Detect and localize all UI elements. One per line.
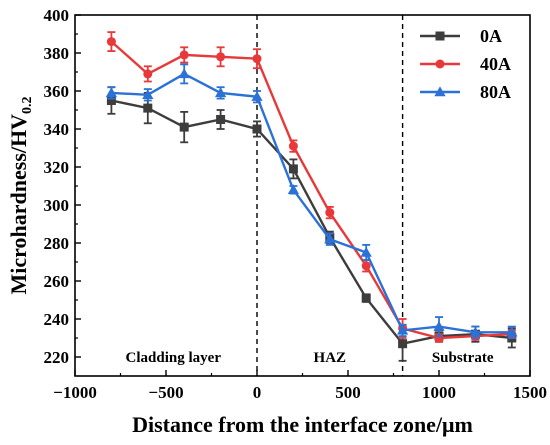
region-label-1: HAZ xyxy=(314,350,347,366)
x-tick-label: −500 xyxy=(148,383,183,402)
x-tick-label: 1000 xyxy=(422,383,456,402)
y-tick-label: 300 xyxy=(44,196,70,215)
x-tick-label: −1000 xyxy=(53,383,97,402)
y-axis-title: Microhardness/HV0.2 xyxy=(6,97,35,295)
y-tick-label: 400 xyxy=(44,6,70,25)
data-point-80A xyxy=(396,324,409,335)
y-axis-title-sub: 0.2 xyxy=(20,97,35,115)
data-point-80A xyxy=(178,68,190,79)
y-tick-label: 240 xyxy=(44,310,70,329)
data-point-40A xyxy=(252,54,262,64)
data-point-80A xyxy=(506,326,518,337)
legend: 0A 40A 80A xyxy=(420,26,511,102)
data-point-80A xyxy=(287,184,300,195)
data-point-80A xyxy=(469,326,482,337)
data-point-0A xyxy=(179,122,189,132)
series-line-0A xyxy=(111,99,512,346)
y-tick-label: 380 xyxy=(44,44,70,63)
data-point-80A xyxy=(360,246,372,257)
data-point-80A xyxy=(251,91,263,101)
data-point-40A xyxy=(179,50,189,60)
series-layer xyxy=(105,31,518,362)
data-point-0A xyxy=(143,103,153,113)
region-label-0: Cladding layer xyxy=(126,350,222,366)
legend-marker-80A xyxy=(434,86,446,97)
y-tick-label: 280 xyxy=(44,234,70,253)
legend-label-40A: 40A xyxy=(480,54,511,74)
data-point-80A xyxy=(214,87,227,98)
data-point-40A xyxy=(143,69,153,79)
y-tick-label: 320 xyxy=(44,158,70,177)
data-point-40A xyxy=(106,37,116,47)
y-tick-label: 360 xyxy=(44,82,70,101)
labels: Distance from the interface zone/μm Micr… xyxy=(6,97,473,437)
legend-marker-0A xyxy=(435,31,445,41)
y-axis-title-main: Microhardness/HV xyxy=(6,114,31,295)
series-40A xyxy=(106,31,517,343)
plot-area: Cladding layer HAZ Substrate xyxy=(126,15,494,376)
data-point-0A xyxy=(106,96,116,105)
data-point-40A xyxy=(361,261,371,271)
data-point-0A xyxy=(252,124,262,134)
region-label-2: Substrate xyxy=(432,350,494,366)
data-point-40A xyxy=(216,52,226,62)
y-tick-label: 340 xyxy=(44,120,70,139)
y-tick-label: 220 xyxy=(44,348,70,367)
x-tick-label: 500 xyxy=(335,383,361,402)
legend-label-80A: 80A xyxy=(480,82,511,102)
series-line-80A xyxy=(111,72,512,334)
data-point-0A xyxy=(216,115,226,124)
y-tick-label: 260 xyxy=(44,272,70,291)
data-point-40A xyxy=(288,141,298,151)
legend-label-0A: 0A xyxy=(480,26,502,46)
x-axis-title: Distance from the interface zone/μm xyxy=(132,412,473,437)
data-point-40A xyxy=(325,208,335,218)
series-80A xyxy=(105,63,518,339)
data-point-80A xyxy=(324,233,336,244)
legend-marker-40A xyxy=(435,59,445,69)
series-0A xyxy=(106,86,517,362)
data-point-0A xyxy=(288,164,298,174)
data-point-80A xyxy=(433,320,445,331)
x-tick-label: 0 xyxy=(253,383,262,402)
data-point-80A xyxy=(142,89,154,100)
data-point-0A xyxy=(361,293,371,303)
data-point-0A xyxy=(398,339,408,349)
axes: −1000 −500 0 500 1000 1500 220 240 260 280 300 320 3… xyxy=(44,6,548,402)
data-point-80A xyxy=(105,87,118,98)
series-line-40A xyxy=(110,40,512,340)
x-tick-label: 1500 xyxy=(513,383,547,402)
